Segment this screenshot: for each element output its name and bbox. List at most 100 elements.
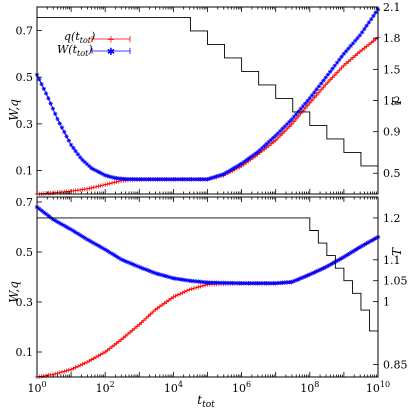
bottom-series-w-t-tot-point	[52, 218, 58, 223]
bottom-y2tick-label: 1.05	[383, 275, 408, 288]
bottom-series-w-t-tot-point	[248, 281, 253, 286]
top-series-w-t-tot-point	[171, 177, 176, 182]
top-series-q-t-tot-point	[314, 92, 319, 98]
bottom-series-q-t-tot-point	[125, 331, 131, 337]
bottom-series-q-t-tot-point	[132, 326, 137, 331]
top-series-w-t-tot-point	[218, 172, 224, 178]
bottom-series-w-t-tot-point	[348, 250, 353, 256]
top-series-q-t-tot-point	[316, 90, 322, 95]
bottom-series-q-t-tot-point	[134, 324, 140, 329]
top-series-q-t-tot-point	[371, 38, 376, 44]
top-series-w-t-tot-point	[68, 142, 74, 148]
top-series-q-t-tot-point	[330, 75, 335, 80]
bottom-series-w-t-tot-point	[123, 259, 128, 264]
bottom-series-w-t-tot-point	[223, 280, 228, 286]
bottom-series-w-t-tot-point	[143, 267, 149, 272]
top-series-w-t-tot-point	[212, 174, 217, 180]
bottom-series-w-t-tot-point	[193, 279, 199, 284]
bottom-series-w-t-tot-point	[96, 243, 101, 248]
bottom-series-w-t-tot-point	[196, 279, 201, 284]
bottom-xtick-label: 108	[300, 380, 319, 395]
bottom-series-w-t-tot-point	[337, 257, 342, 262]
bottom-series-w-t-tot-point	[255, 281, 260, 286]
top-series-w-t-tot-point	[373, 10, 378, 15]
top-series-w-t-tot-point	[198, 177, 203, 182]
top-series-w-t-tot-point	[355, 35, 360, 41]
top-series-layer	[34, 7, 381, 197]
top-y2tick-label: 1.2	[383, 95, 401, 108]
top-series-q-t-tot-point	[341, 63, 347, 68]
top-series-w-t-tot-point	[237, 162, 242, 168]
bottom-series-w-t-tot-point	[314, 269, 319, 274]
bottom-series-q-t-tot-point	[96, 353, 101, 359]
top-series-w-t-tot-point	[107, 174, 112, 179]
bottom-series-w-t-tot-point	[57, 220, 62, 226]
bottom-series-w-t-tot-point	[291, 278, 297, 284]
bottom-series-w-t-tot-point	[234, 280, 240, 286]
bottom-series-w-t-tot-point	[239, 281, 244, 286]
top-series-w-t-tot-point	[143, 177, 149, 182]
top-series-q-t-tot-point	[307, 100, 312, 106]
bottom-series-w-t-tot-point	[250, 281, 256, 286]
bottom-series-q-t-tot-point	[153, 307, 158, 313]
bottom-series-q-t-tot-point	[77, 363, 83, 368]
bottom-series-w-t-tot-point	[371, 237, 376, 242]
legend: q(ttot) + W(ttot) ✱	[57, 30, 131, 58]
bottom-series-w-t-tot-point	[41, 210, 47, 215]
top-y2tick-label: 2.1	[383, 1, 401, 14]
bottom-series-w-t-tot-point	[66, 226, 72, 231]
top-series-w-t-tot-point	[175, 177, 181, 182]
bottom-series-w-t-tot-point	[221, 280, 226, 286]
bottom-series-w-t-tot-point	[141, 266, 147, 271]
bottom-series-w-t-tot-point	[121, 258, 126, 263]
bottom-series-q-t-tot-point	[166, 297, 172, 303]
top-series-w-t-tot-point	[214, 174, 219, 179]
top-series-w-t-tot-point	[282, 124, 287, 129]
top-series-w-t-tot-point	[284, 121, 290, 127]
bottom-series-w-t-tot-point	[241, 281, 247, 286]
bottom-series-q-t-tot-point	[178, 291, 183, 297]
top-series-q-t-tot-point	[87, 186, 92, 191]
bottom-series-q-t-tot-point	[184, 288, 190, 293]
bottom-series-w-t-tot-point	[305, 273, 310, 278]
top-series-q-t-tot-point	[268, 141, 274, 147]
top-series-q-t-tot-point	[296, 114, 301, 119]
top-series-w-t-tot-point	[334, 60, 340, 65]
bottom-series-w-t-tot-point	[128, 260, 133, 266]
bottom-series-w-t-tot-point	[118, 257, 124, 262]
top-series-q-t-tot-point	[343, 61, 349, 66]
top-series-q-t-tot-point	[357, 49, 363, 54]
top-ylabel: W,q	[7, 99, 21, 121]
bottom-series-w-t-tot-point	[75, 231, 81, 236]
top-series-w-t-tot-point	[366, 20, 372, 25]
top-series-w-t-tot-point	[221, 172, 226, 177]
top-series-w-t-tot-point	[246, 156, 251, 161]
bottom-xtick-label: 102	[96, 380, 115, 395]
bottom-series-q-t-tot-point	[189, 286, 194, 292]
top-series-q-t-tot-point	[93, 184, 99, 189]
top-series-w-t-tot-point	[91, 167, 97, 172]
top-series-q-t-tot-point	[293, 116, 299, 122]
top-series-w-t-tot-point	[130, 176, 135, 182]
top-series-q-t-tot-point	[346, 59, 351, 64]
top-series-w-t-tot-point	[262, 143, 267, 149]
top-series-w-t-tot-point	[137, 177, 142, 182]
bottom-series-q-t-tot-point	[71, 366, 76, 371]
bottom-series-w-t-tot-point	[198, 279, 203, 285]
top-ytick-label: 0.7	[16, 24, 34, 37]
top-y2tick-label: 1.5	[383, 63, 401, 76]
top-series-w-t-tot-point	[230, 166, 235, 172]
top-series-q-t-tot-point	[84, 186, 90, 192]
bottom-series-w-t-tot-point	[200, 279, 206, 285]
bottom-series-q-t-tot-point	[130, 328, 135, 333]
top-series-q-t-tot-point	[332, 72, 338, 78]
bottom-series-q-t-tot-point	[159, 302, 165, 308]
bottom-series-w-t-tot-point	[73, 230, 78, 235]
top-series-q-t-tot-point	[362, 45, 367, 51]
bottom-series-q-t-tot-point	[193, 285, 199, 290]
bottom-series-w-t-tot-point	[130, 261, 135, 267]
top-ytick-label: 0.5	[16, 71, 34, 84]
bottom-series-q-t-tot-point	[200, 283, 206, 288]
bottom-series-w-t-tot-point	[139, 265, 144, 271]
top-series-w-t-tot-point	[239, 161, 244, 166]
